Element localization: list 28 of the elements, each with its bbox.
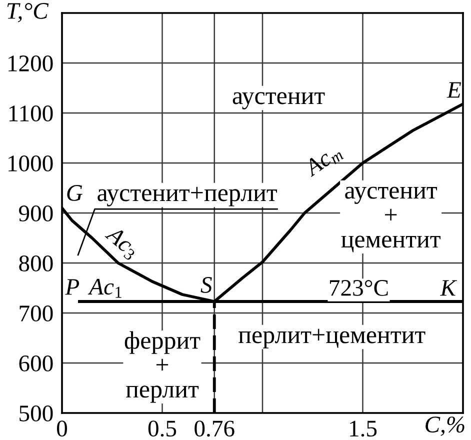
annotation: Ac$_{1}$: [88, 278, 122, 298]
y-tick-label: 700: [20, 305, 53, 322]
annotation: аустенит: [232, 92, 325, 110]
y-tick-label: 500: [20, 405, 53, 422]
y-tick-label: 1200: [8, 55, 53, 72]
annotation: E: [446, 82, 462, 98]
annotation: P: [65, 279, 80, 295]
y-axis-title: T,°C: [7, 2, 49, 22]
x-axis-title: C,%: [426, 416, 464, 436]
y-tick-label: 600: [19, 355, 53, 372]
annotation: аустенит + цементит: [341, 186, 440, 252]
annotation: G: [67, 185, 82, 201]
annotation: аустенит+перлит: [98, 186, 278, 206]
y-tick-label: 900: [19, 205, 53, 222]
annotation: 723°C: [330, 280, 388, 296]
annotation: Ac$_{m}$: [302, 142, 344, 180]
x-tick-label: 0: [56, 420, 68, 437]
annotation: Ac$_{3}$: [102, 224, 141, 261]
annotation: феррит + перлит: [124, 331, 200, 403]
annotation: перлит+цементит: [238, 328, 426, 348]
x-tick-label: 0.76: [194, 420, 234, 437]
y-tick-label: 1000: [8, 155, 53, 172]
x-tick-label: 1.5: [350, 420, 377, 437]
annotation: S: [200, 277, 212, 293]
y-tick-label: 1100: [9, 105, 53, 122]
x-tick-label: 0.5: [148, 420, 176, 437]
y-tick-label: 800: [19, 255, 53, 272]
annotation: K: [440, 280, 458, 296]
